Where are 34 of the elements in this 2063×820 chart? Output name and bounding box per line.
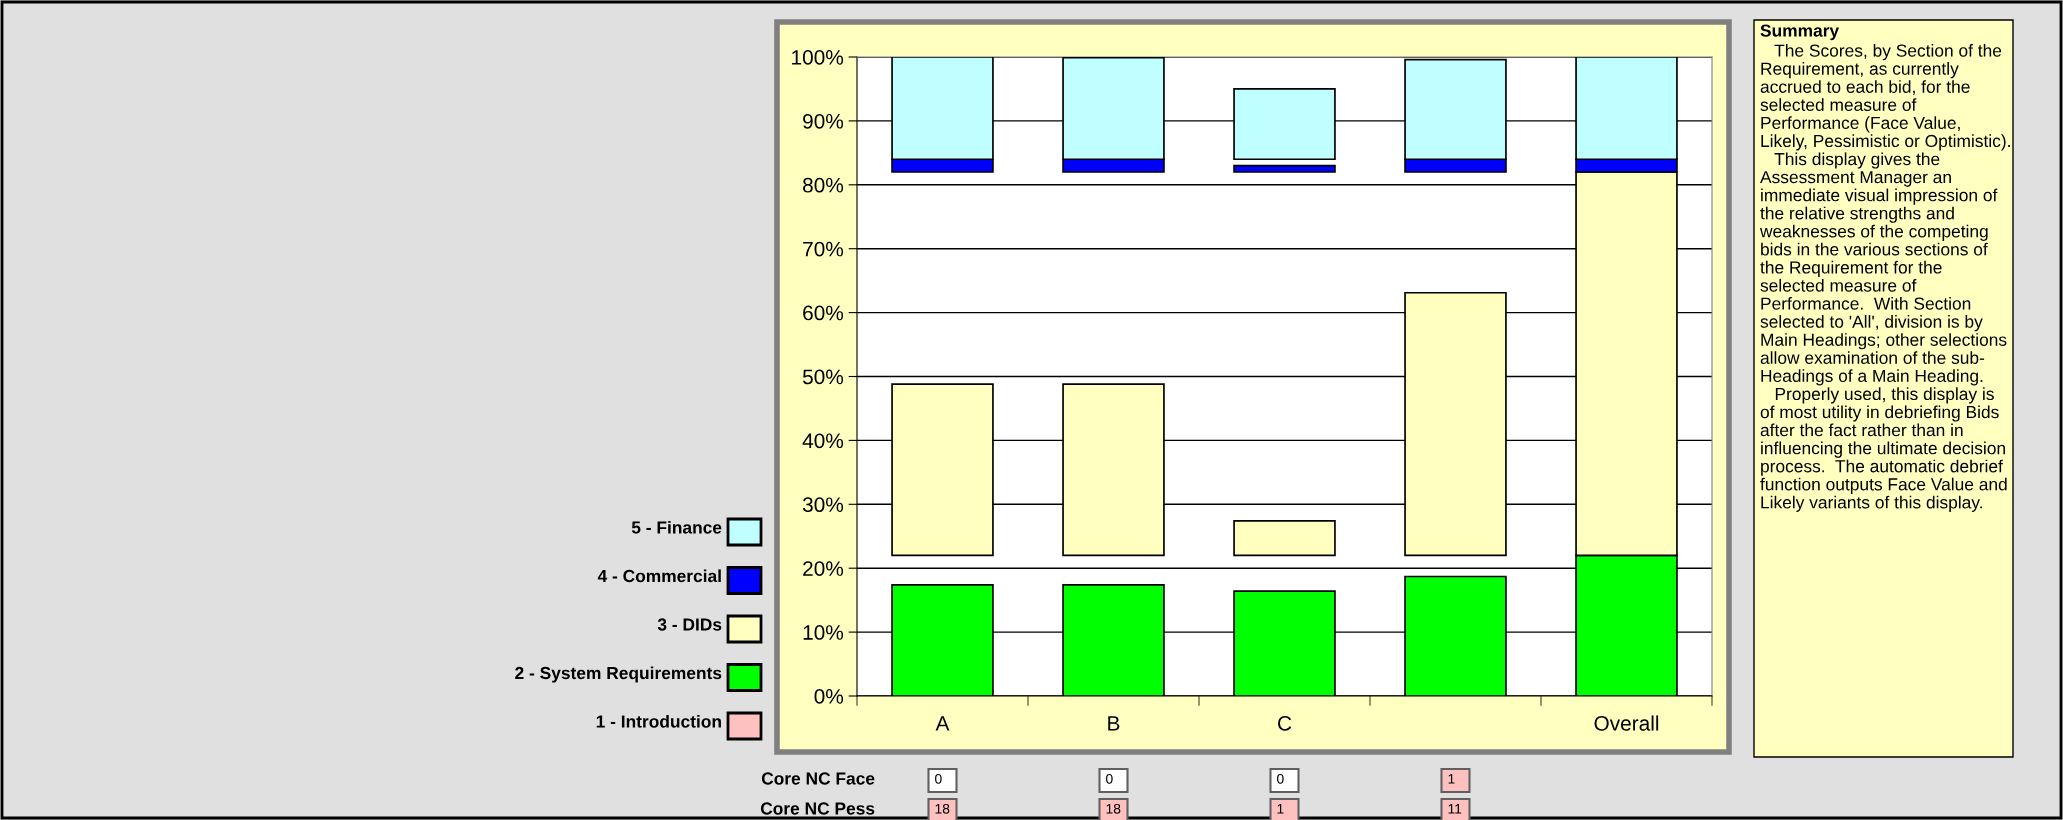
x-tick-label: Overall [1594, 715, 1659, 731]
bar [1233, 520, 1336, 557]
text: Summary [1760, 24, 1840, 41]
y-tick-label: 0% [814, 689, 844, 704]
text: 18 [935, 803, 950, 814]
y-tick-label: 10% [803, 625, 844, 640]
y-tick-label: 40% [802, 433, 844, 449]
text: 0 [1277, 773, 1284, 784]
legend-label: 2 - System Requirements [515, 666, 722, 683]
y-tick-label: 90% [803, 113, 844, 129]
x-tick-label: A [935, 716, 950, 731]
y-tick-label: 20% [803, 561, 844, 576]
text: 1 [1448, 774, 1455, 784]
legend-label: 1 - Introduction [596, 714, 721, 728]
x-tick-label: B [1108, 716, 1120, 731]
text: 0 [935, 773, 942, 784]
text: 18 [1106, 803, 1121, 814]
text: 1 [1277, 804, 1284, 814]
y-tick-label: 60% [803, 305, 844, 321]
text: The Scores, by Section of the Requirement, as currently accrued to each bid, for the selected measure of Performance (Face Value, Likely, Pessimistic or Optimistic). This display gives the Assessment Manager an immediate visual impression of the relative strengths and weaknesses of the competing bids in the various sections of the Requirement for the selected measure of Performance. With Section selected to 'All', division is by Main Headings; other selections allow examination of the sub- Headings of a Main Heading. Properly used, this display is of most utility in debriefing Bids after the fact rather than in influencing the ultimate decision process. The automatic debrief function outputs Face Value and Likely variants of this display. [1759, 44, 2010, 512]
y-tick-label: 50% [802, 369, 844, 385]
y-tick-label: 80% [803, 177, 844, 193]
x-tick-label: C [1278, 715, 1292, 731]
text: Core NC Pess [760, 802, 875, 815]
text: 11 [1448, 804, 1462, 814]
y-tick-label: 30% [802, 497, 844, 513]
y-tick-label: 70% [803, 241, 844, 257]
y-tick-label: 100% [792, 50, 844, 65]
legend-label: 5 - Finance [631, 520, 722, 534]
text: 0 [1106, 773, 1113, 784]
legend-label: 4 - Commercial [597, 569, 721, 583]
bar [1233, 164, 1336, 173]
text: Core NC Face [761, 772, 875, 785]
legend-label: 3 - DIDs [657, 618, 722, 631]
